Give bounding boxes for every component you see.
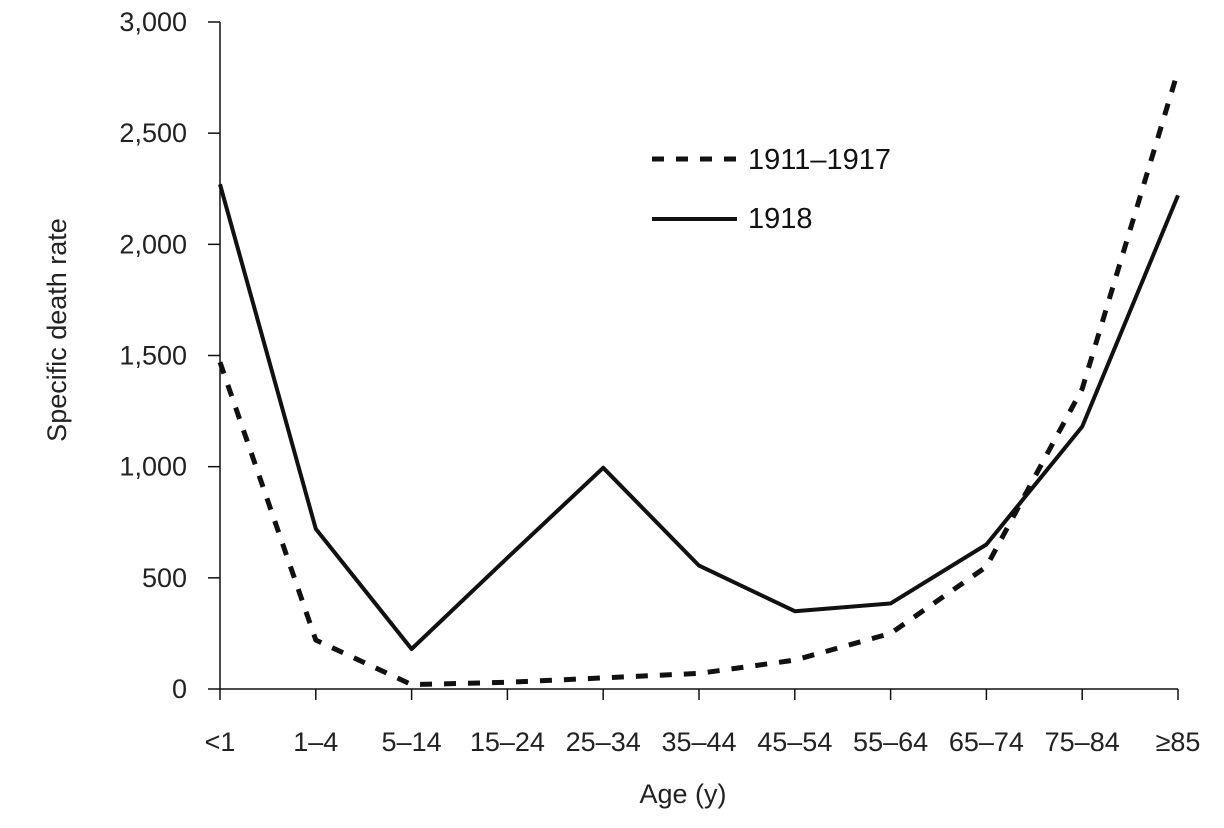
y-tick-label: 1,500	[119, 341, 187, 371]
y-axis-title: Specific death rate	[42, 218, 72, 442]
y-tick-label: 2,500	[119, 118, 187, 148]
x-tick-label: 35–44	[661, 727, 736, 757]
y-axis: 0 500 1,000 1,500 2,000 2,500 3,000	[119, 7, 221, 704]
y-tick-label: 2,000	[119, 229, 187, 259]
x-tick-label: 65–74	[949, 727, 1024, 757]
x-tick-label: 75–84	[1045, 727, 1120, 757]
legend: 1911–1917 1918	[652, 144, 891, 235]
x-tick-label: 25–34	[566, 727, 641, 757]
y-tick-label: 1,000	[119, 452, 187, 482]
legend-label-1918: 1918	[748, 203, 813, 235]
x-tick-label: 5–14	[382, 727, 442, 757]
y-tick-label: 500	[142, 563, 187, 593]
series-line-solid	[218, 183, 1180, 651]
series-line-dashed	[217, 70, 1181, 688]
x-tick-label: ≥85	[1156, 727, 1201, 757]
x-tick-label: <1	[205, 727, 236, 757]
x-tick-label: 15–24	[470, 727, 545, 757]
x-axis: <1 1–4 5–14 15–24 25–34 35–44 45–54 55–64 65–74 7…	[205, 688, 1201, 757]
y-tick-label: 3,000	[119, 7, 187, 37]
x-tick-label: 55–64	[853, 727, 928, 757]
series-layer	[217, 70, 1181, 688]
y-tick-label: 0	[172, 674, 187, 704]
x-axis-title: Age (y)	[639, 779, 726, 809]
legend-label-1911-1917: 1911–1917	[748, 144, 891, 176]
x-tick-label: 1–4	[293, 727, 338, 757]
x-tick-label: 45–54	[757, 727, 832, 757]
